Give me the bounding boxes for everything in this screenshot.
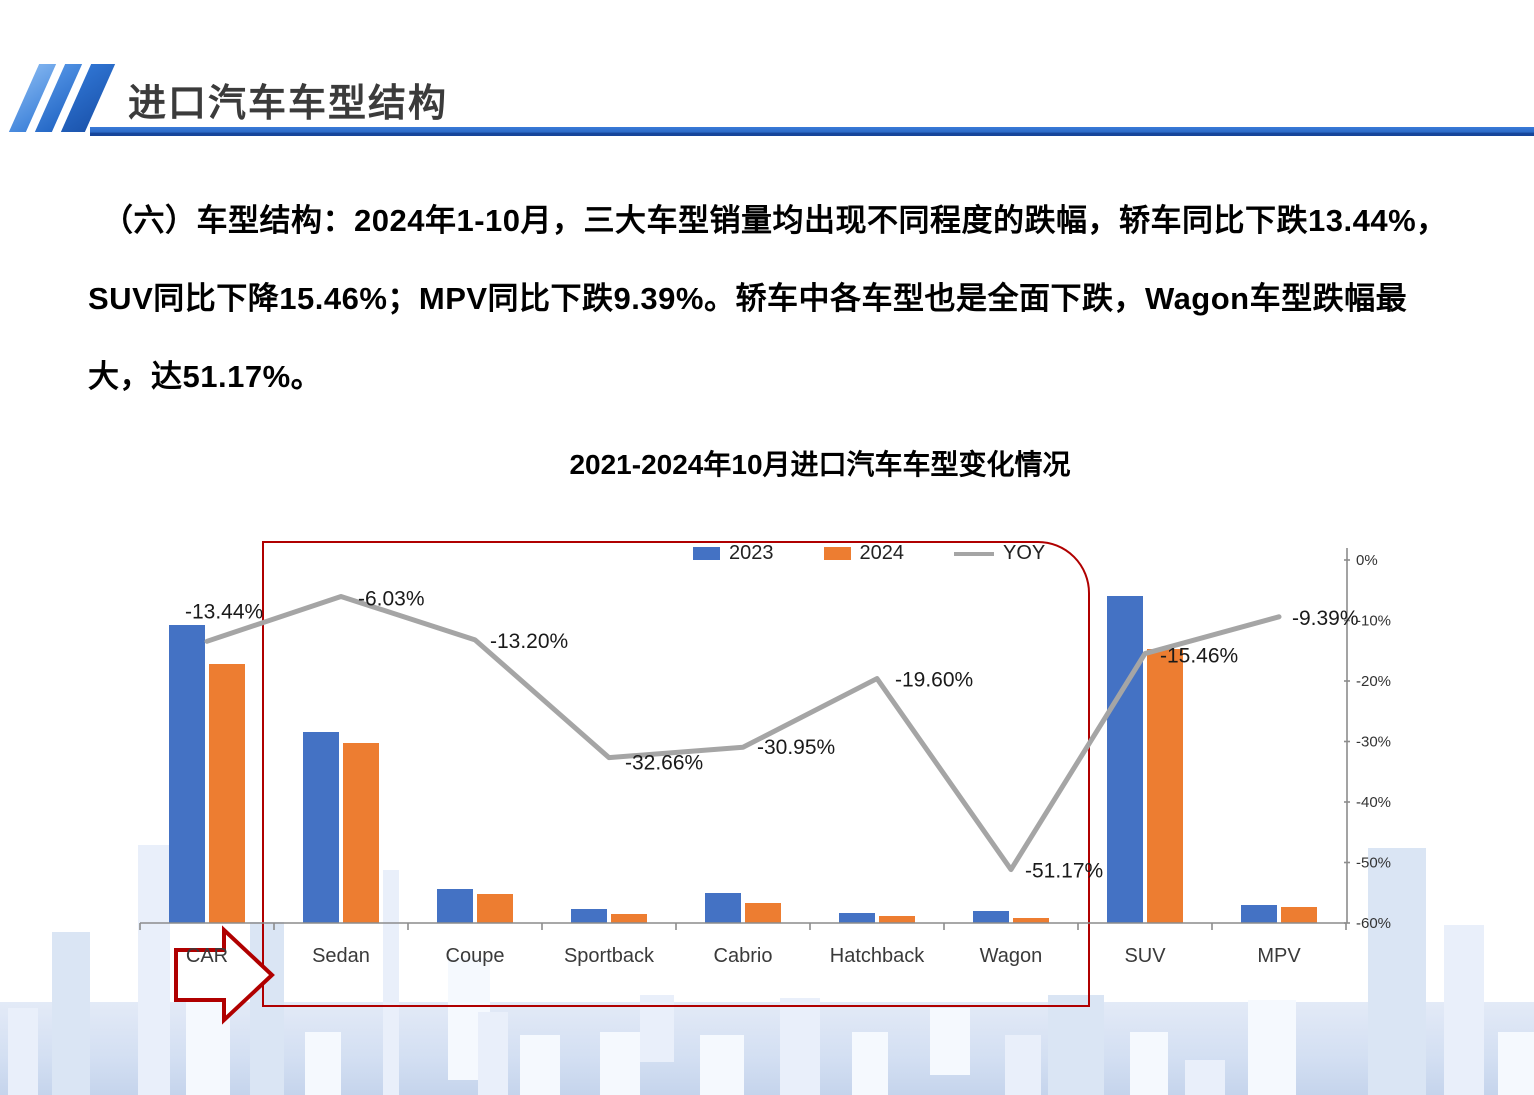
bar-2023-Sportback xyxy=(571,909,607,923)
bg-skyline-bar xyxy=(1498,1032,1534,1095)
bg-skyline-bar xyxy=(1444,925,1484,1095)
bar-2023-Sedan xyxy=(303,732,339,923)
bg-skyline-bar xyxy=(1005,1035,1041,1095)
yoy-label-MPV: -9.39% xyxy=(1292,607,1359,630)
x-axis-label-Cabrio: Cabrio xyxy=(714,945,773,967)
header-divider xyxy=(90,127,1534,136)
bar-2023-MPV xyxy=(1241,905,1277,923)
yoy-line xyxy=(204,593,1282,873)
x-axis-label-Coupe: Coupe xyxy=(446,945,505,967)
x-axis-label-Sportback: Sportback xyxy=(564,945,655,967)
bg-skyline-bar xyxy=(1368,848,1426,1095)
bar-2024-Hatchback xyxy=(879,916,915,923)
y-axis-label: -40% xyxy=(1356,794,1391,811)
bar-2023-Wagon xyxy=(973,911,1009,923)
legend-item-yoy: YOY xyxy=(954,542,1045,565)
chart-title: 2021-2024年10月进口汽车车型变化情况 xyxy=(569,449,1071,480)
body-paragraph: （六）车型结构：2024年1-10月，三大车型销量均出现不同程度的跌幅，轿车同比… xyxy=(88,182,1488,416)
legend-item-2024: 2024 xyxy=(823,542,905,565)
bar-2024-Coupe xyxy=(477,894,513,923)
page-title: 进口汽车车型结构 xyxy=(128,83,449,125)
bg-skyline-bar xyxy=(305,1032,341,1095)
bg-skyline-bar xyxy=(1248,1000,1296,1095)
bg-skyline-bar xyxy=(780,998,820,1095)
bg-skyline-bar xyxy=(1048,995,1104,1095)
body-line: SUV同比下降15.46%；MPV同比下跌9.39%。轿车中各车型也是全面下跌，… xyxy=(88,281,1408,316)
bg-skyline-bar xyxy=(700,1035,744,1095)
yoy-label-SUV: -15.46% xyxy=(1160,645,1238,668)
bg-skyline-bar xyxy=(383,870,399,1095)
x-axis-label-MPV: MPV xyxy=(1257,945,1301,967)
body-line: （六）车型结构：2024年1-10月，三大车型销量均出现不同程度的跌幅，轿车同比… xyxy=(102,203,1448,238)
bar-2023-CAR xyxy=(169,625,205,923)
bar-2023-Cabrio xyxy=(705,893,741,923)
y-axis-label: 0% xyxy=(1356,552,1378,569)
bg-skyline-bar xyxy=(8,1008,38,1095)
bg-skyline-bar xyxy=(930,1008,970,1075)
yoy-label-Coupe: -13.20% xyxy=(490,630,568,653)
x-axis-label-Hatchback: Hatchback xyxy=(830,945,925,967)
legend-label: YOY xyxy=(1003,542,1046,564)
x-axis-label-Sedan: Sedan xyxy=(312,945,370,967)
bar-2023-SUV xyxy=(1107,596,1143,923)
bg-skyline-bar xyxy=(52,932,90,1095)
x-axis-label-SUV: SUV xyxy=(1124,945,1166,967)
yoy-label-Sportback: -32.66% xyxy=(625,752,703,775)
bg-skyline-bar xyxy=(250,922,284,1095)
bar-2024-CAR xyxy=(209,664,245,923)
bg-skyline-bar xyxy=(600,1032,640,1095)
bg-skyline-bar xyxy=(1130,1032,1168,1095)
legend-label: 2023 xyxy=(729,542,774,564)
x-axis-label-CAR: CAR xyxy=(186,945,228,967)
highlight-box xyxy=(262,541,1090,1007)
legend-swatch-icon xyxy=(693,547,720,560)
bg-skyline-bar xyxy=(852,1032,888,1095)
bar-2024-MPV xyxy=(1281,907,1317,923)
yoy-label-Wagon: -51.17% xyxy=(1025,860,1103,883)
chart-legend: 2023 2024 YOY xyxy=(693,540,1045,567)
y-axis-label: -60% xyxy=(1356,915,1391,932)
bar-2023-Coupe xyxy=(437,889,473,923)
bg-skyline-bar xyxy=(478,1012,508,1095)
legend-item-2023: 2023 xyxy=(693,542,774,565)
highlight-arrow-icon xyxy=(174,925,275,1025)
legend-label: 2024 xyxy=(859,542,905,564)
y-axis-label: -50% xyxy=(1356,855,1391,872)
body-line: 大，达51.17%。 xyxy=(88,359,323,394)
bar-2024-Sedan xyxy=(343,743,379,923)
yoy-label-CAR: -13.44% xyxy=(185,600,263,623)
legend-swatch-icon xyxy=(954,551,994,556)
bar-2023-Hatchback xyxy=(839,913,875,923)
bg-skyline-bar xyxy=(138,845,170,1095)
bar-2024-Wagon xyxy=(1013,918,1049,923)
bar-2024-SUV xyxy=(1147,649,1183,923)
bg-skyline-bar xyxy=(520,1035,560,1095)
x-axis-label-Wagon: Wagon xyxy=(980,945,1043,967)
legend-swatch-icon xyxy=(823,547,851,560)
bg-skyline-bar xyxy=(1185,1060,1225,1095)
yoy-label-Cabrio: -30.95% xyxy=(757,736,835,759)
y-axis-label: -10% xyxy=(1356,613,1391,630)
bar-2024-Cabrio xyxy=(745,903,781,923)
y-axis-label: -20% xyxy=(1356,673,1391,690)
y-axis-label: -30% xyxy=(1356,734,1391,751)
yoy-label-Sedan: -6.03% xyxy=(358,587,425,610)
bar-2024-Sportback xyxy=(611,914,647,923)
yoy-label-Hatchback: -19.60% xyxy=(895,669,973,692)
